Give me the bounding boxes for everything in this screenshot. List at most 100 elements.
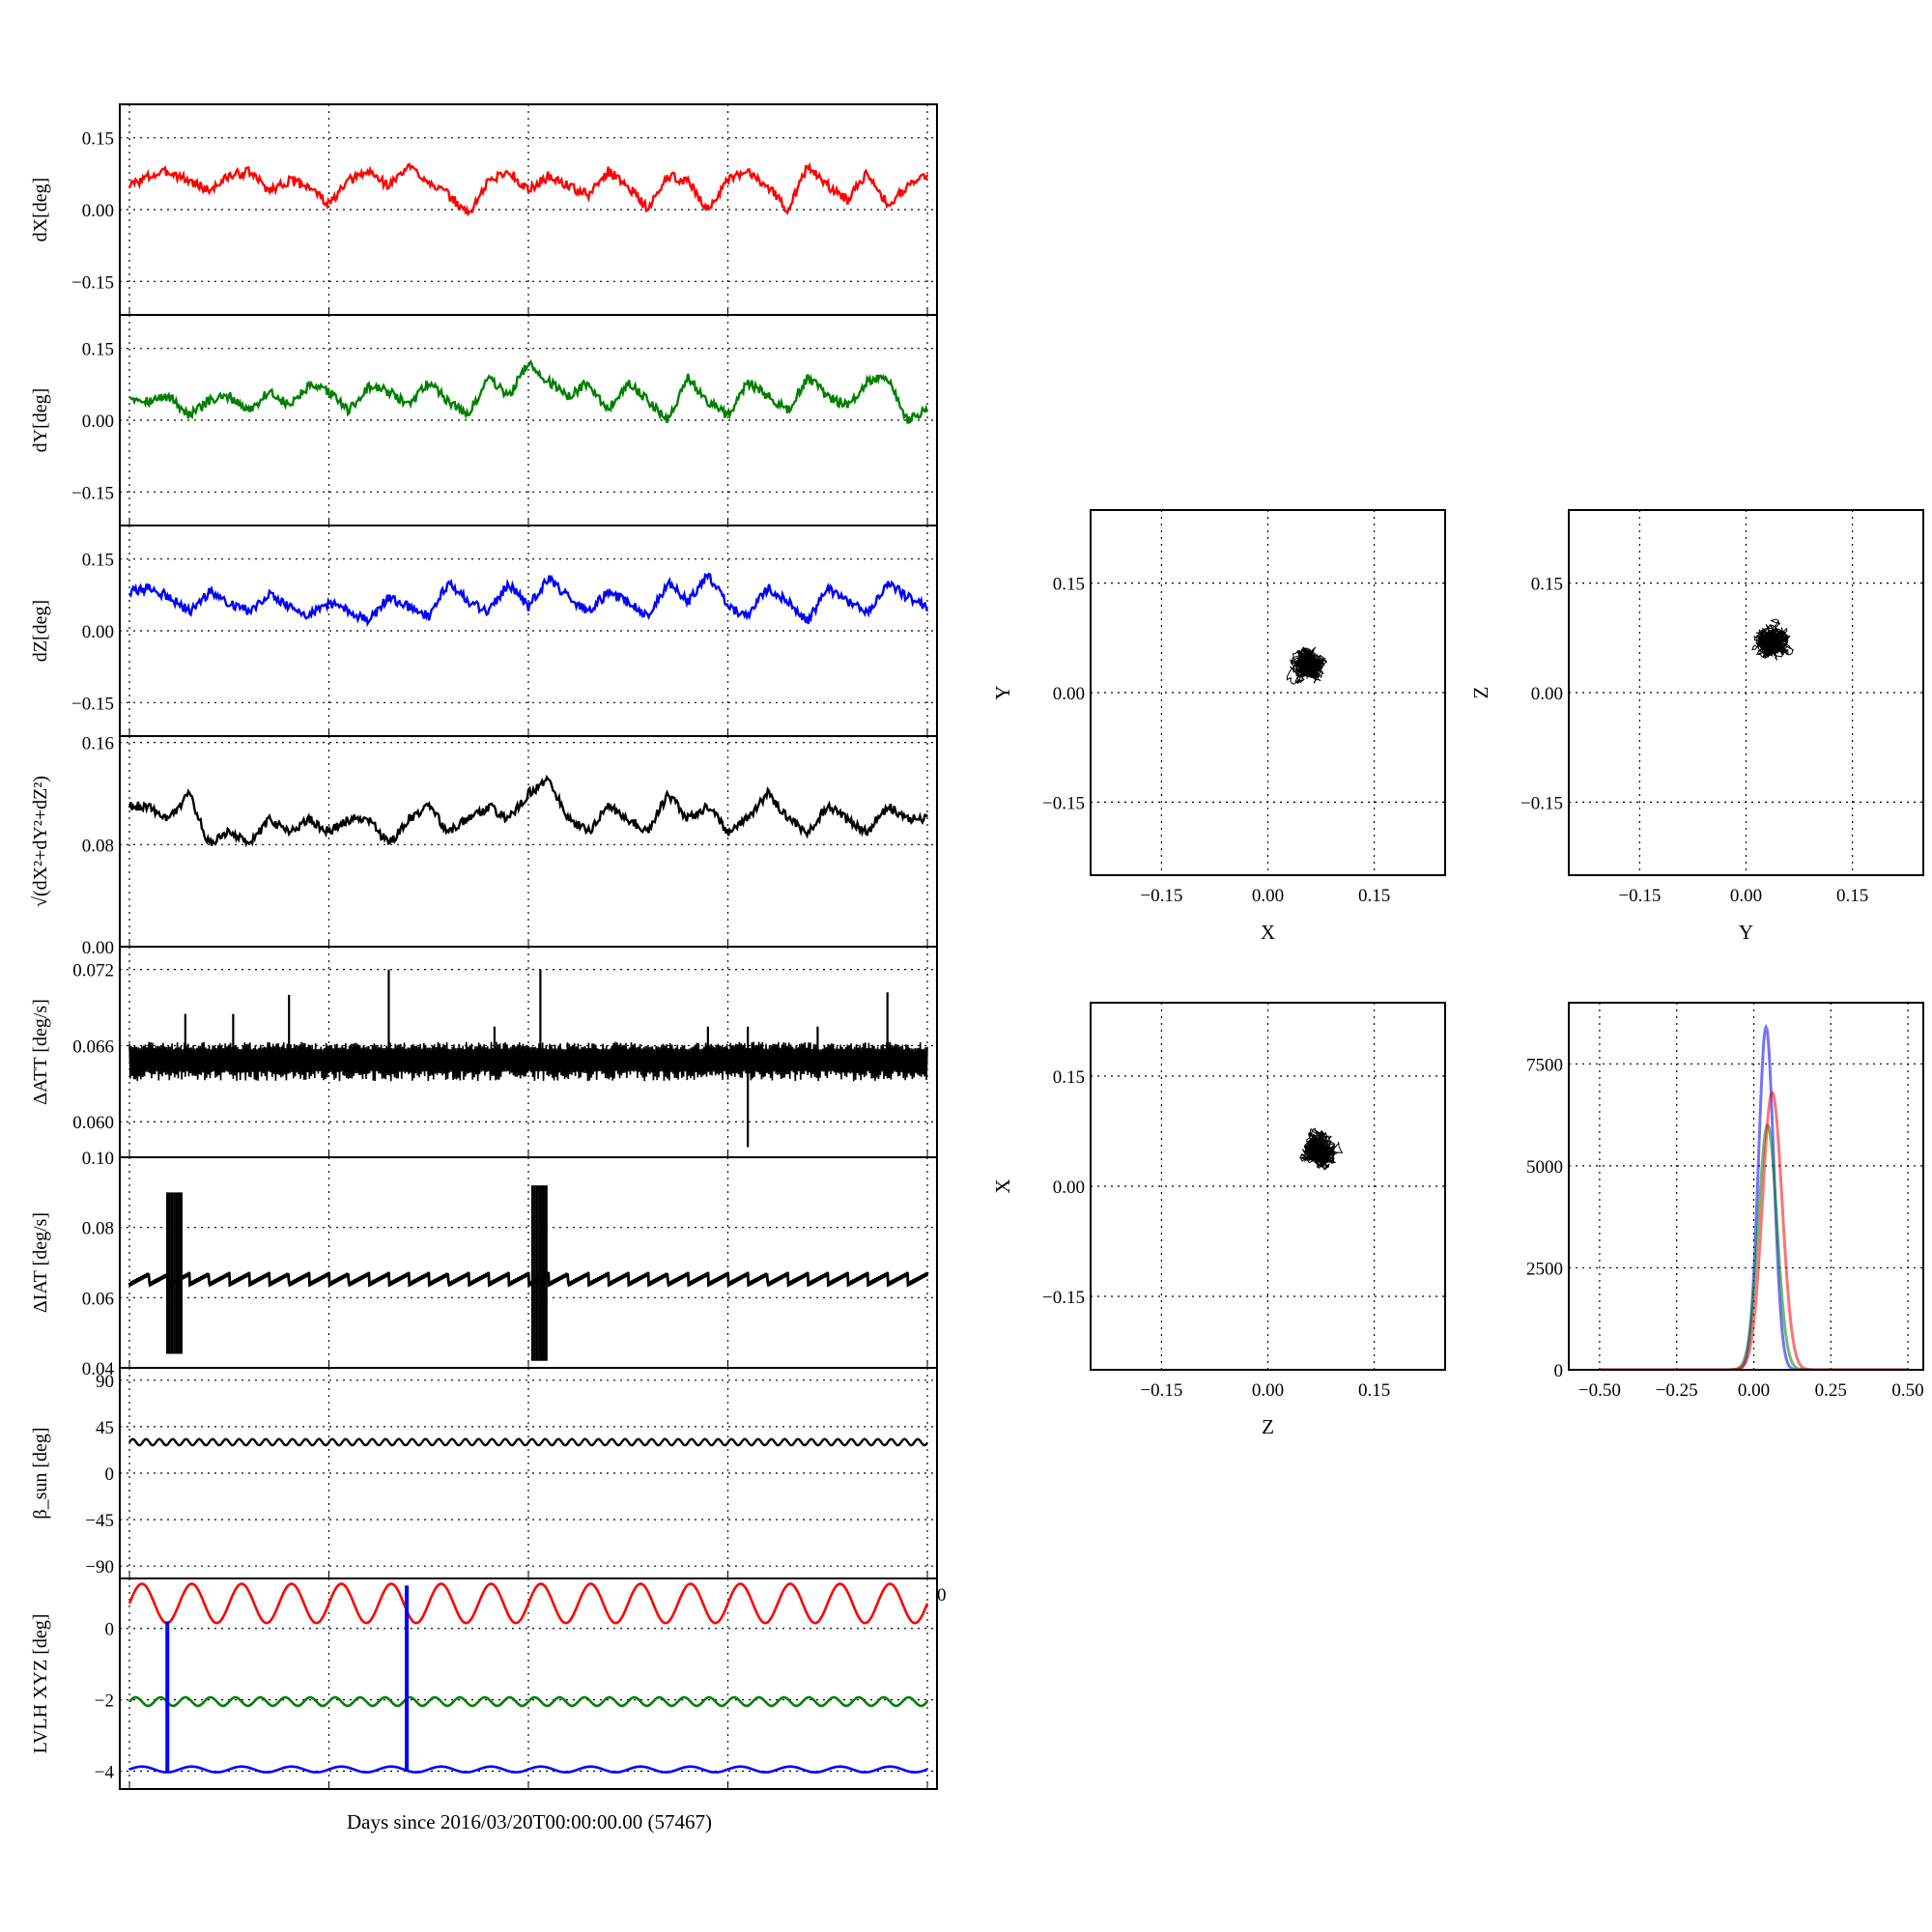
series-line-dY <box>128 358 929 424</box>
y-tick-label: 0.00 <box>82 938 114 958</box>
plot-area <box>1299 1127 1344 1171</box>
plot-area <box>1751 618 1795 661</box>
y-tick-label: 0.15 <box>82 551 114 571</box>
y-tick-label: 0.15 <box>1531 575 1563 595</box>
plot-area <box>128 1185 929 1361</box>
histogram-step-line <box>1599 1122 1908 1370</box>
series-line-dIAT <box>128 1271 929 1288</box>
y-tick-label: 0.16 <box>82 734 114 754</box>
y-tick-label: 0.072 <box>72 961 114 981</box>
axes-frame <box>119 735 938 948</box>
scatter-trace-ZX <box>1299 1127 1344 1171</box>
y-tick-label: −0.15 <box>1042 1288 1085 1308</box>
panel-lvlh: 0 −2 −4 LVLH XYZ [deg] <box>30 1577 938 1790</box>
y-tick-label: 0 <box>105 1464 115 1485</box>
y-tick-label: 0 <box>1554 1361 1564 1381</box>
x-axis-label: Z <box>1262 1415 1274 1438</box>
y-tick-label: 0.00 <box>1531 684 1563 704</box>
panels: 0.15 0.00 −0.15 dX[deg] 0.15 0.00 −0.15 dY[deg]… <box>30 103 1924 1790</box>
stray-tick-label: 0 <box>937 1585 947 1605</box>
x-tick-label: 0.00 <box>1738 1380 1770 1401</box>
x-tick-label: −0.15 <box>1618 886 1661 906</box>
panel-dZ: 0.15 0.00 −0.15 dZ[deg] <box>30 525 938 737</box>
plot-area <box>1286 646 1328 685</box>
y-tick-label: 0.15 <box>82 340 114 360</box>
series-line-beta-sun <box>128 1437 928 1447</box>
x-tick-label: 0.15 <box>1836 886 1868 906</box>
x-tick-label: 0.25 <box>1815 1380 1847 1401</box>
series-line-dX <box>128 161 929 217</box>
y-tick-label: 45 <box>96 1418 114 1438</box>
y-tick-label: 5000 <box>1526 1157 1563 1178</box>
y-tick-label: −0.15 <box>71 483 114 503</box>
y-tick-label: −0.15 <box>1520 793 1563 813</box>
y-axis-label: β_sun [deg] <box>30 1427 51 1519</box>
y-tick-label: 0.08 <box>82 836 114 856</box>
x-axis-label: Y <box>1739 921 1753 944</box>
y-tick-label: 90 <box>96 1372 114 1392</box>
histogram-step-line <box>1599 1090 1908 1370</box>
x-axis-label: X <box>1261 921 1275 944</box>
panel-dIAT: 0.10 0.08 0.06 0.04 ΔIAT [deg/s] <box>30 1149 938 1379</box>
bottom-x-axis-label: Days since 2016/03/20T00:00:00.00 (57467… <box>347 1810 712 1833</box>
y-tick-label: 0.060 <box>72 1113 114 1133</box>
panel-dY: 0.15 0.00 −0.15 dY[deg] <box>30 314 938 526</box>
x-tick-label: −0.25 <box>1656 1380 1698 1401</box>
series-line-dZ <box>128 572 929 628</box>
y-tick-label: −4 <box>95 1763 115 1783</box>
y-tick-label: 7500 <box>1526 1055 1563 1075</box>
lvlh-series-line <box>128 1765 928 1774</box>
y-tick-label: −0.15 <box>1042 793 1085 813</box>
y-axis-label: LVLH XYZ [deg] <box>30 1614 51 1754</box>
x-tick-label: 0.15 <box>1358 886 1390 906</box>
panel-dR: 0.16 0.08 0.00 √(dX²+dY²+dZ²) <box>30 734 938 958</box>
panel-beta_sun: 90 45 0 −45 −90 β_sun [deg] <box>30 1367 938 1579</box>
y-axis-label: √(dX²+dY²+dZ²) <box>30 776 51 907</box>
plot-area <box>128 1437 928 1447</box>
axes-frame <box>1090 1002 1446 1371</box>
y-tick-label: 0.00 <box>82 622 114 642</box>
x-tick-label: 0.50 <box>1891 1380 1923 1401</box>
plot-area <box>128 358 929 424</box>
y-tick-label: 0.15 <box>1053 575 1085 595</box>
y-tick-label: 0.15 <box>1053 1067 1085 1088</box>
y-tick-label: 0.15 <box>82 129 114 150</box>
panel-dX: 0.15 0.00 −0.15 dX[deg] <box>30 103 938 316</box>
y-tick-label: −90 <box>85 1557 114 1577</box>
plot-area <box>128 1582 929 1774</box>
panel-YZ: −0.15 0.00 0.15 0.15 0.00 −0.15 Y Z <box>1469 509 1924 944</box>
axes-frame <box>1568 1002 1924 1371</box>
lvlh-series-line <box>128 1582 929 1625</box>
y-axis-label: ΔIAT [deg/s] <box>30 1212 51 1313</box>
panel-ZX: −0.15 0.00 0.15 0.15 0.00 −0.15 Z X <box>991 1002 1446 1438</box>
panel-dATT: 0.072 0.066 0.060 ΔATT [deg/s] <box>30 946 938 1158</box>
axes-frame <box>1568 509 1924 876</box>
y-tick-label: 0.00 <box>1053 684 1085 704</box>
y-tick-label: 0.00 <box>1053 1178 1085 1198</box>
y-tick-label: 0.08 <box>82 1219 114 1239</box>
scatter-trace-XY <box>1286 646 1328 685</box>
y-tick-label: 0.06 <box>82 1289 114 1309</box>
y-tick-label: 0 <box>105 1620 115 1640</box>
x-tick-label: 0.00 <box>1730 886 1762 906</box>
x-tick-label: 0.00 <box>1252 886 1284 906</box>
series-line-dATT <box>128 1041 928 1082</box>
y-tick-label: −2 <box>95 1691 114 1712</box>
panel-XY: −0.15 0.00 0.15 0.15 0.00 −0.15 X Y <box>991 509 1446 944</box>
plot-area <box>128 969 928 1148</box>
x-tick-label: −0.15 <box>1140 1380 1182 1401</box>
y-tick-label: 0.04 <box>82 1359 115 1379</box>
lvlh-series-line <box>128 1695 928 1708</box>
x-tick-label: −0.15 <box>1140 886 1182 906</box>
x-tick-label: 0.00 <box>1252 1380 1284 1401</box>
y-tick-label: −45 <box>85 1511 114 1531</box>
axes-frame <box>119 1156 938 1369</box>
y-axis-label: Y <box>991 685 1014 699</box>
x-tick-label: −0.50 <box>1578 1380 1621 1401</box>
y-tick-label: 0.00 <box>82 412 114 432</box>
y-tick-label: 0.10 <box>82 1149 114 1169</box>
y-tick-label: −0.15 <box>71 694 114 714</box>
y-tick-label: −0.15 <box>71 272 114 293</box>
axes-frame <box>1090 509 1446 876</box>
